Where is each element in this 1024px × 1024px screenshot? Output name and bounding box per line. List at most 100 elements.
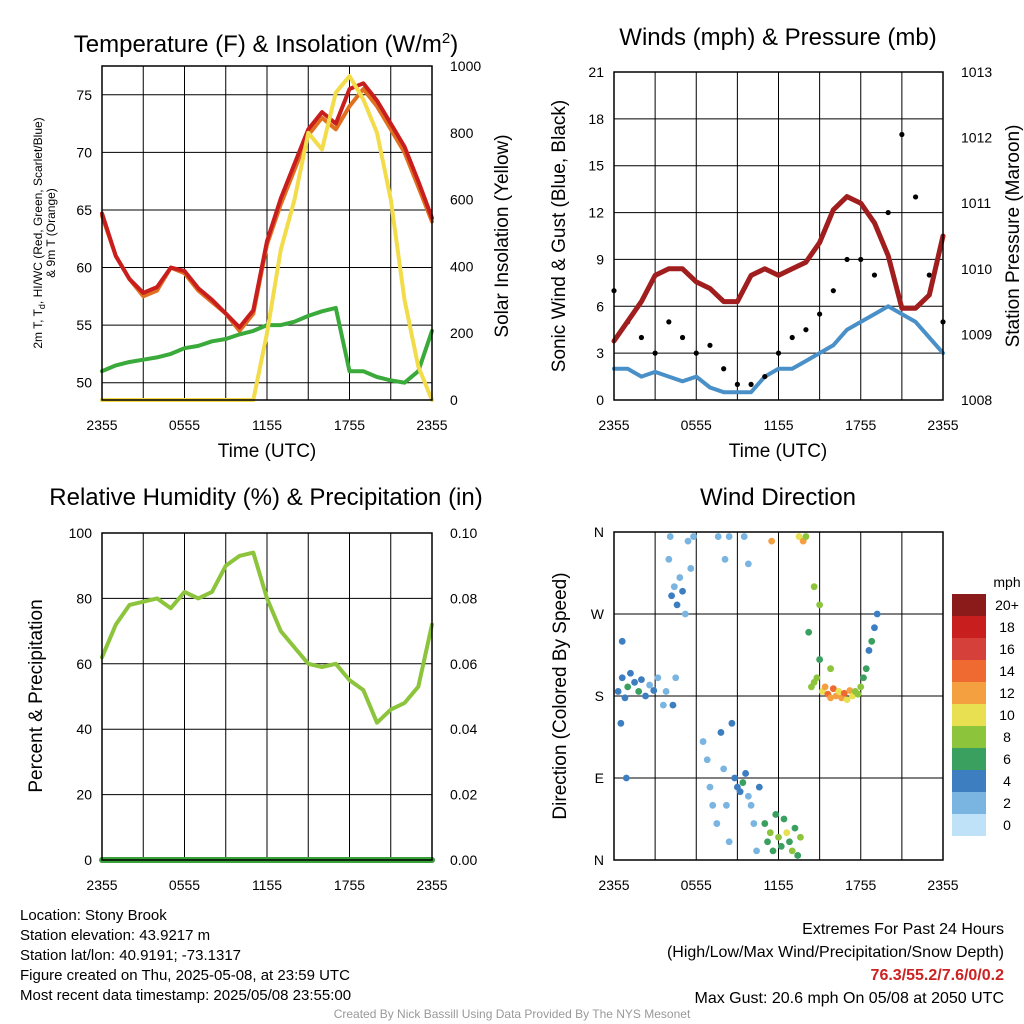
y-tick-label: 12 bbox=[588, 205, 604, 221]
wind-direction-point bbox=[862, 665, 870, 673]
x-tick-label: 2355 bbox=[927, 417, 958, 433]
y2-tick-label: 1008 bbox=[961, 392, 992, 408]
x-tick-label: 0555 bbox=[681, 417, 712, 433]
y-tick-label: 6 bbox=[596, 298, 604, 314]
y-tick-label: 60 bbox=[76, 656, 92, 672]
gust-point bbox=[762, 373, 768, 380]
wind-direction-y-axis-label: Direction (Colored By Speed) bbox=[550, 572, 571, 819]
gust-point bbox=[871, 272, 878, 278]
wind-direction-point bbox=[744, 560, 752, 568]
wind-direction-point bbox=[797, 833, 804, 841]
wind-direction-point bbox=[665, 555, 673, 563]
wind-direction-point bbox=[614, 688, 622, 695]
wind-direction-point bbox=[676, 574, 684, 581]
y2-tick-label: 0.06 bbox=[450, 656, 477, 672]
extremes-heading: Extremes For Past 24 Hours bbox=[802, 921, 1004, 938]
legend-swatch bbox=[952, 726, 986, 748]
wind-direction-point bbox=[621, 694, 629, 702]
wind-direction-point bbox=[631, 678, 638, 686]
wind-direction-point bbox=[868, 637, 876, 645]
wind-direction-point bbox=[681, 610, 689, 618]
wind-direction-point bbox=[642, 692, 649, 700]
humidity-panel: Relative Humidity (%) & Precipitation (i… bbox=[26, 484, 483, 893]
wind-direction-point bbox=[717, 729, 725, 736]
wind-direction-point bbox=[747, 801, 755, 809]
temperature-x-axis-label: Time (UTC) bbox=[218, 441, 317, 462]
wind-direction-point bbox=[690, 533, 697, 540]
latlon-text: Station lat/lon: 40.9191; -73.1317 bbox=[20, 947, 242, 964]
wind-direction-point bbox=[777, 842, 785, 850]
y-tick-label: 15 bbox=[588, 158, 604, 174]
y-tick-label: 75 bbox=[76, 87, 92, 103]
gust-point bbox=[858, 256, 864, 263]
legend-swatch bbox=[952, 814, 986, 836]
wind-direction-point bbox=[731, 774, 739, 782]
humidity-plot-frame bbox=[101, 532, 433, 861]
wind-direction-point bbox=[670, 583, 678, 591]
y-tick-label: 70 bbox=[76, 144, 92, 160]
wind-direction-point bbox=[720, 765, 728, 773]
wind-direction-point bbox=[810, 678, 818, 686]
wind-direction-point bbox=[672, 674, 680, 682]
y2-tick-label: 0 bbox=[450, 392, 458, 408]
temperature-panel: Temperature (F) & Insolation (W/m2) 2355… bbox=[31, 30, 513, 462]
wind-direction-point bbox=[650, 687, 658, 694]
wind-direction-point bbox=[840, 689, 848, 697]
location-text: Location: Stony Brook bbox=[20, 907, 167, 924]
extremes-subheading: (High/Low/Max Wind/Precipitation/Snow De… bbox=[666, 944, 1004, 961]
wind-direction-point bbox=[673, 601, 681, 609]
wind-direction-point bbox=[816, 601, 824, 609]
wind-direction-point bbox=[766, 829, 774, 837]
series-line-0 bbox=[612, 304, 945, 395]
legend-swatch bbox=[952, 682, 986, 704]
wind-direction-point bbox=[679, 587, 686, 595]
wind-direction-point bbox=[687, 565, 695, 572]
y2-tick-label: 1010 bbox=[961, 261, 992, 277]
wind-direction-point bbox=[742, 770, 749, 777]
x-tick-label: 1155 bbox=[763, 877, 793, 893]
wind-direction-plot-frame bbox=[613, 531, 944, 861]
wind-direction-point bbox=[786, 838, 793, 846]
winds-panel-title: Winds (mph) & Pressure (mb) bbox=[619, 24, 936, 51]
wind-direction-point bbox=[706, 783, 714, 791]
x-tick-label: 2355 bbox=[598, 877, 629, 893]
wind-direction-point bbox=[739, 779, 747, 786]
wind-direction-point bbox=[769, 847, 777, 855]
wind-direction-point bbox=[622, 774, 630, 782]
y-tick-label: 0 bbox=[596, 392, 604, 408]
y-tick-label: N bbox=[594, 852, 604, 868]
y-tick-label: 21 bbox=[588, 64, 604, 80]
x-tick-label: 2355 bbox=[416, 877, 447, 893]
winds-plot-frame bbox=[613, 71, 944, 401]
x-tick-label: 2355 bbox=[416, 417, 447, 433]
gust-point bbox=[638, 334, 645, 341]
wind-direction-point bbox=[755, 783, 763, 791]
y-tick-label: 9 bbox=[596, 251, 604, 267]
legend-swatch bbox=[952, 660, 986, 682]
winds-panel: Winds (mph) & Pressure (mb) 2355 0555 1155… bbox=[549, 24, 1024, 462]
humidity-gridlines bbox=[102, 533, 432, 860]
y-tick-label: 50 bbox=[76, 375, 92, 391]
y-tick-label: S bbox=[595, 688, 604, 704]
wind-direction-point bbox=[829, 685, 837, 693]
pressure-y-axis-label: Station Pressure (Maroon) bbox=[1003, 125, 1024, 348]
y-tick-label: 100 bbox=[69, 525, 93, 541]
gust-point bbox=[652, 350, 658, 356]
y2-tick-label: 1009 bbox=[961, 326, 992, 342]
wind-direction-point bbox=[871, 624, 878, 632]
series-line-0 bbox=[100, 550, 434, 725]
wind-direction-point bbox=[662, 688, 670, 695]
legend-label: 14 bbox=[999, 663, 1015, 679]
legend-label: 10 bbox=[999, 707, 1015, 723]
wind-direction-point bbox=[854, 690, 862, 698]
legend-swatch bbox=[952, 594, 986, 616]
wind-direction-point bbox=[721, 555, 729, 563]
legend-swatch bbox=[952, 792, 986, 814]
wind-direction-point bbox=[865, 647, 873, 654]
wind-direction-point bbox=[654, 674, 662, 682]
y2-tick-label: 0.02 bbox=[450, 787, 477, 803]
y-tick-label: 60 bbox=[76, 260, 92, 276]
legend-label: 2 bbox=[1003, 795, 1011, 811]
x-tick-label: 2355 bbox=[598, 417, 629, 433]
